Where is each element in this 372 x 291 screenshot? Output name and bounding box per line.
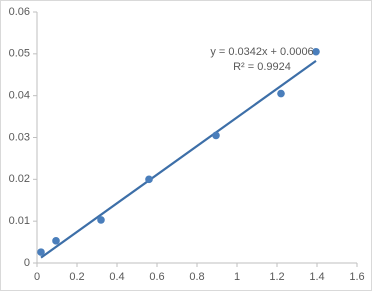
x-tick-label: 1.6: [349, 271, 364, 283]
y-tick-label: 0.04: [9, 90, 30, 102]
data-point: [277, 89, 285, 98]
x-tick-label: 0.8: [189, 271, 204, 283]
x-tick-label: 0.2: [69, 271, 84, 283]
trendline-r-squared: R² = 0.9924: [233, 61, 291, 73]
data-point: [312, 47, 320, 56]
data-point: [145, 175, 153, 184]
y-tick-label: 0.05: [9, 48, 30, 60]
y-tick-label: 0.03: [9, 131, 30, 143]
x-tick-label: 0.6: [149, 271, 164, 283]
data-point: [52, 237, 60, 245]
data-point: [212, 131, 220, 140]
data-point: [97, 216, 105, 224]
x-tick-label: 1: [234, 271, 240, 283]
data-point: [37, 248, 45, 256]
trendline-equation: y = 0.0342x + 0.0006: [210, 46, 313, 58]
y-tick-label: 0.01: [9, 215, 30, 227]
x-tick-label: 1.4: [309, 271, 324, 283]
y-tick-label: 0.06: [9, 6, 30, 18]
x-tick-label: 0: [34, 271, 40, 283]
x-tick-label: 0.4: [109, 271, 124, 283]
x-tick-label: 1.2: [269, 271, 284, 283]
y-tick-label: 0.02: [9, 173, 30, 185]
trendline: [40, 60, 317, 259]
y-tick-label: 0: [24, 257, 30, 269]
